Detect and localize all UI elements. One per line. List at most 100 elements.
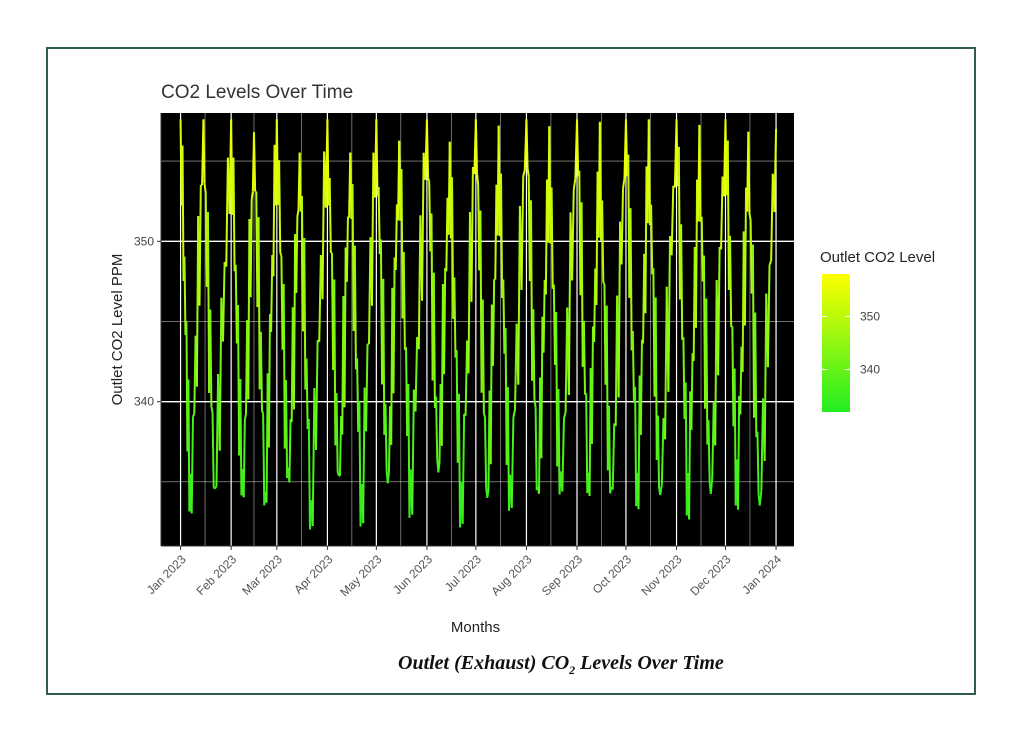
series-segment [522, 169, 526, 177]
series-segment [377, 187, 381, 255]
series-segment [532, 309, 536, 400]
series-segment [639, 339, 643, 435]
series-segment [336, 472, 340, 476]
caption-part-1: Outlet (Exhaust) CO [398, 652, 570, 674]
series-segment [261, 410, 265, 414]
series-segment [343, 247, 347, 408]
x-tick-label: Feb 2023 [194, 552, 240, 598]
series-segment [314, 340, 319, 450]
series-segment [209, 309, 213, 407]
x-tick-label: Oct 2023 [590, 552, 635, 597]
series-segment [486, 490, 490, 498]
series-segment [572, 178, 577, 190]
series-segment [629, 208, 633, 351]
series-segment [561, 418, 565, 492]
series-segment [267, 314, 271, 448]
x-tick-label: May 2023 [337, 552, 384, 599]
series-segment [284, 380, 289, 479]
series-segment [242, 419, 246, 498]
series-segment [729, 235, 733, 328]
series-segment [279, 252, 283, 257]
series-segment [375, 119, 379, 197]
series-segment [250, 191, 254, 200]
series-segment [218, 297, 223, 451]
x-tick-label: Jul 2023 [442, 552, 484, 594]
series-segment [476, 172, 480, 186]
series-segment [720, 176, 724, 250]
series-segment [386, 472, 390, 484]
legend-tick-label: 340 [860, 363, 880, 377]
series-segment [620, 188, 625, 265]
series-segment [520, 176, 525, 290]
series-segment [707, 420, 711, 482]
y-axis-title: Outlet CO2 Level PPM [109, 254, 126, 406]
x-tick-label: Jun 2023 [390, 552, 435, 597]
series-segment [421, 152, 425, 301]
series-segment [252, 132, 257, 192]
series-segment [631, 330, 635, 403]
series-segment [411, 389, 415, 515]
series-segment [295, 216, 299, 293]
series-segment [737, 395, 741, 510]
series-segment [202, 119, 206, 184]
series-segment [602, 281, 606, 285]
series-segment [571, 189, 575, 281]
chart-title: CO2 Levels Over Time [161, 82, 354, 103]
series-segment [432, 272, 436, 409]
series-segment [747, 131, 751, 214]
series-segment [181, 145, 185, 282]
series-segment [414, 337, 419, 412]
series-segment [650, 204, 654, 275]
series-segment [243, 413, 247, 420]
series-segment [335, 393, 339, 473]
series-segment [601, 200, 605, 283]
x-axis-title: Months [451, 619, 500, 636]
series-segment [512, 409, 517, 418]
caption-part-2: Levels Over Time [575, 652, 724, 674]
series-segment [773, 129, 778, 212]
series-segment [743, 187, 748, 326]
series-segment [690, 353, 694, 430]
x-tick-label: Aug 2023 [488, 552, 534, 598]
series-segment [670, 185, 675, 256]
series-segment [262, 413, 266, 506]
series-segment [611, 423, 616, 490]
series-segment [484, 417, 488, 488]
x-tick-label: Sep 2023 [539, 552, 585, 598]
series-segment [607, 405, 612, 494]
x-tick-label: Jan 2024 [739, 552, 784, 597]
series-segment [525, 119, 529, 169]
series-segment [754, 312, 758, 438]
series-segment [203, 183, 207, 194]
series-segment [717, 247, 721, 376]
series-segment [198, 184, 202, 306]
series-segment [345, 216, 349, 282]
series-segment [756, 431, 760, 495]
series-segment [249, 199, 253, 298]
series-segment [353, 245, 357, 370]
y-tick-label: 350 [134, 234, 154, 248]
series-segment [482, 412, 486, 418]
series-segment [660, 417, 665, 485]
series-segment [384, 403, 388, 471]
series-segment [382, 278, 386, 435]
series-segment [590, 326, 595, 445]
series-segment [470, 166, 474, 302]
series-segment [370, 152, 375, 306]
series-segment [474, 119, 479, 173]
series-segment [305, 358, 309, 429]
figure-caption: Outlet (Exhaust) CO2 Levels Over Time [398, 652, 724, 678]
series-segment [288, 419, 292, 483]
series-segment [365, 343, 369, 432]
legend-color-bar [822, 274, 850, 412]
x-tick-label: Dec 2023 [687, 552, 733, 598]
x-tick-label: Jan 2023 [144, 552, 189, 597]
series-segment [705, 298, 709, 445]
series-segment [427, 177, 431, 183]
series-segment [190, 416, 194, 514]
legend-title: Outlet CO2 Level [820, 249, 935, 266]
series-segment [567, 212, 572, 395]
series-segment [667, 236, 672, 392]
series-segment [659, 484, 663, 496]
